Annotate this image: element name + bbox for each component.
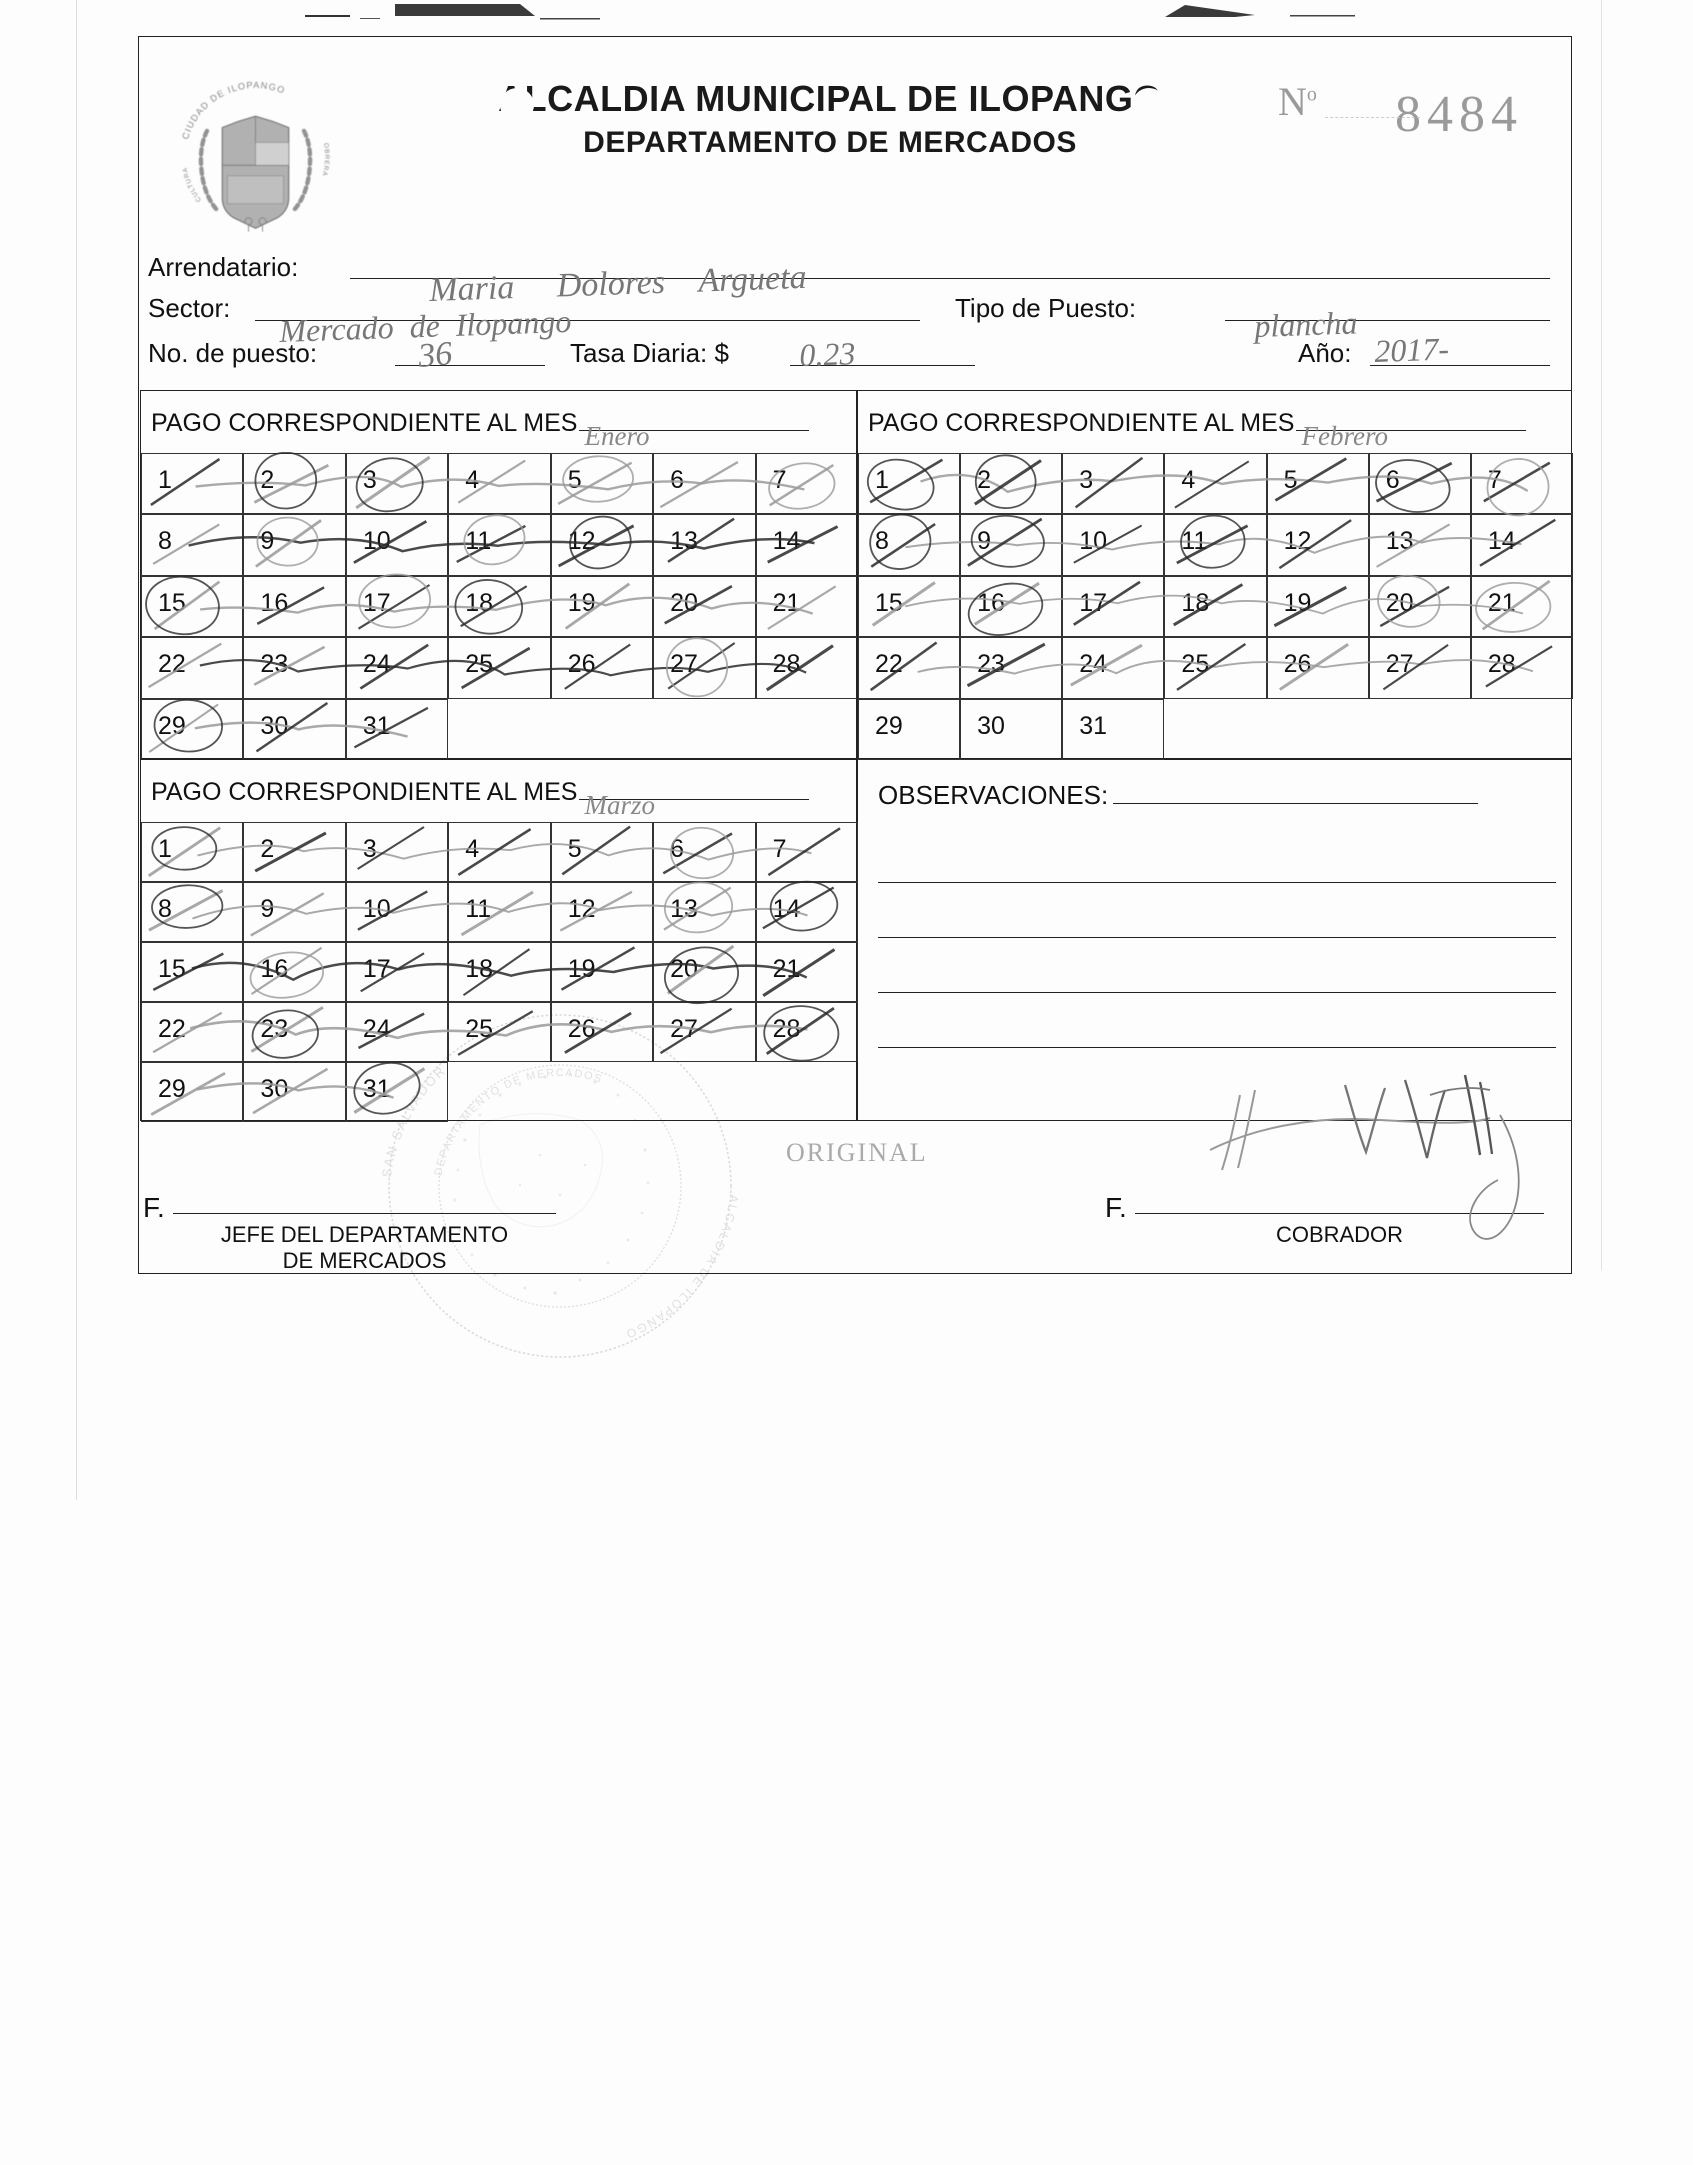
svg-text:OBRERA: OBRERA: [320, 143, 330, 178]
svg-text:ALCALDIA DE ILOPANGO: ALCALDIA DE ILOPANGO: [623, 1193, 742, 1341]
